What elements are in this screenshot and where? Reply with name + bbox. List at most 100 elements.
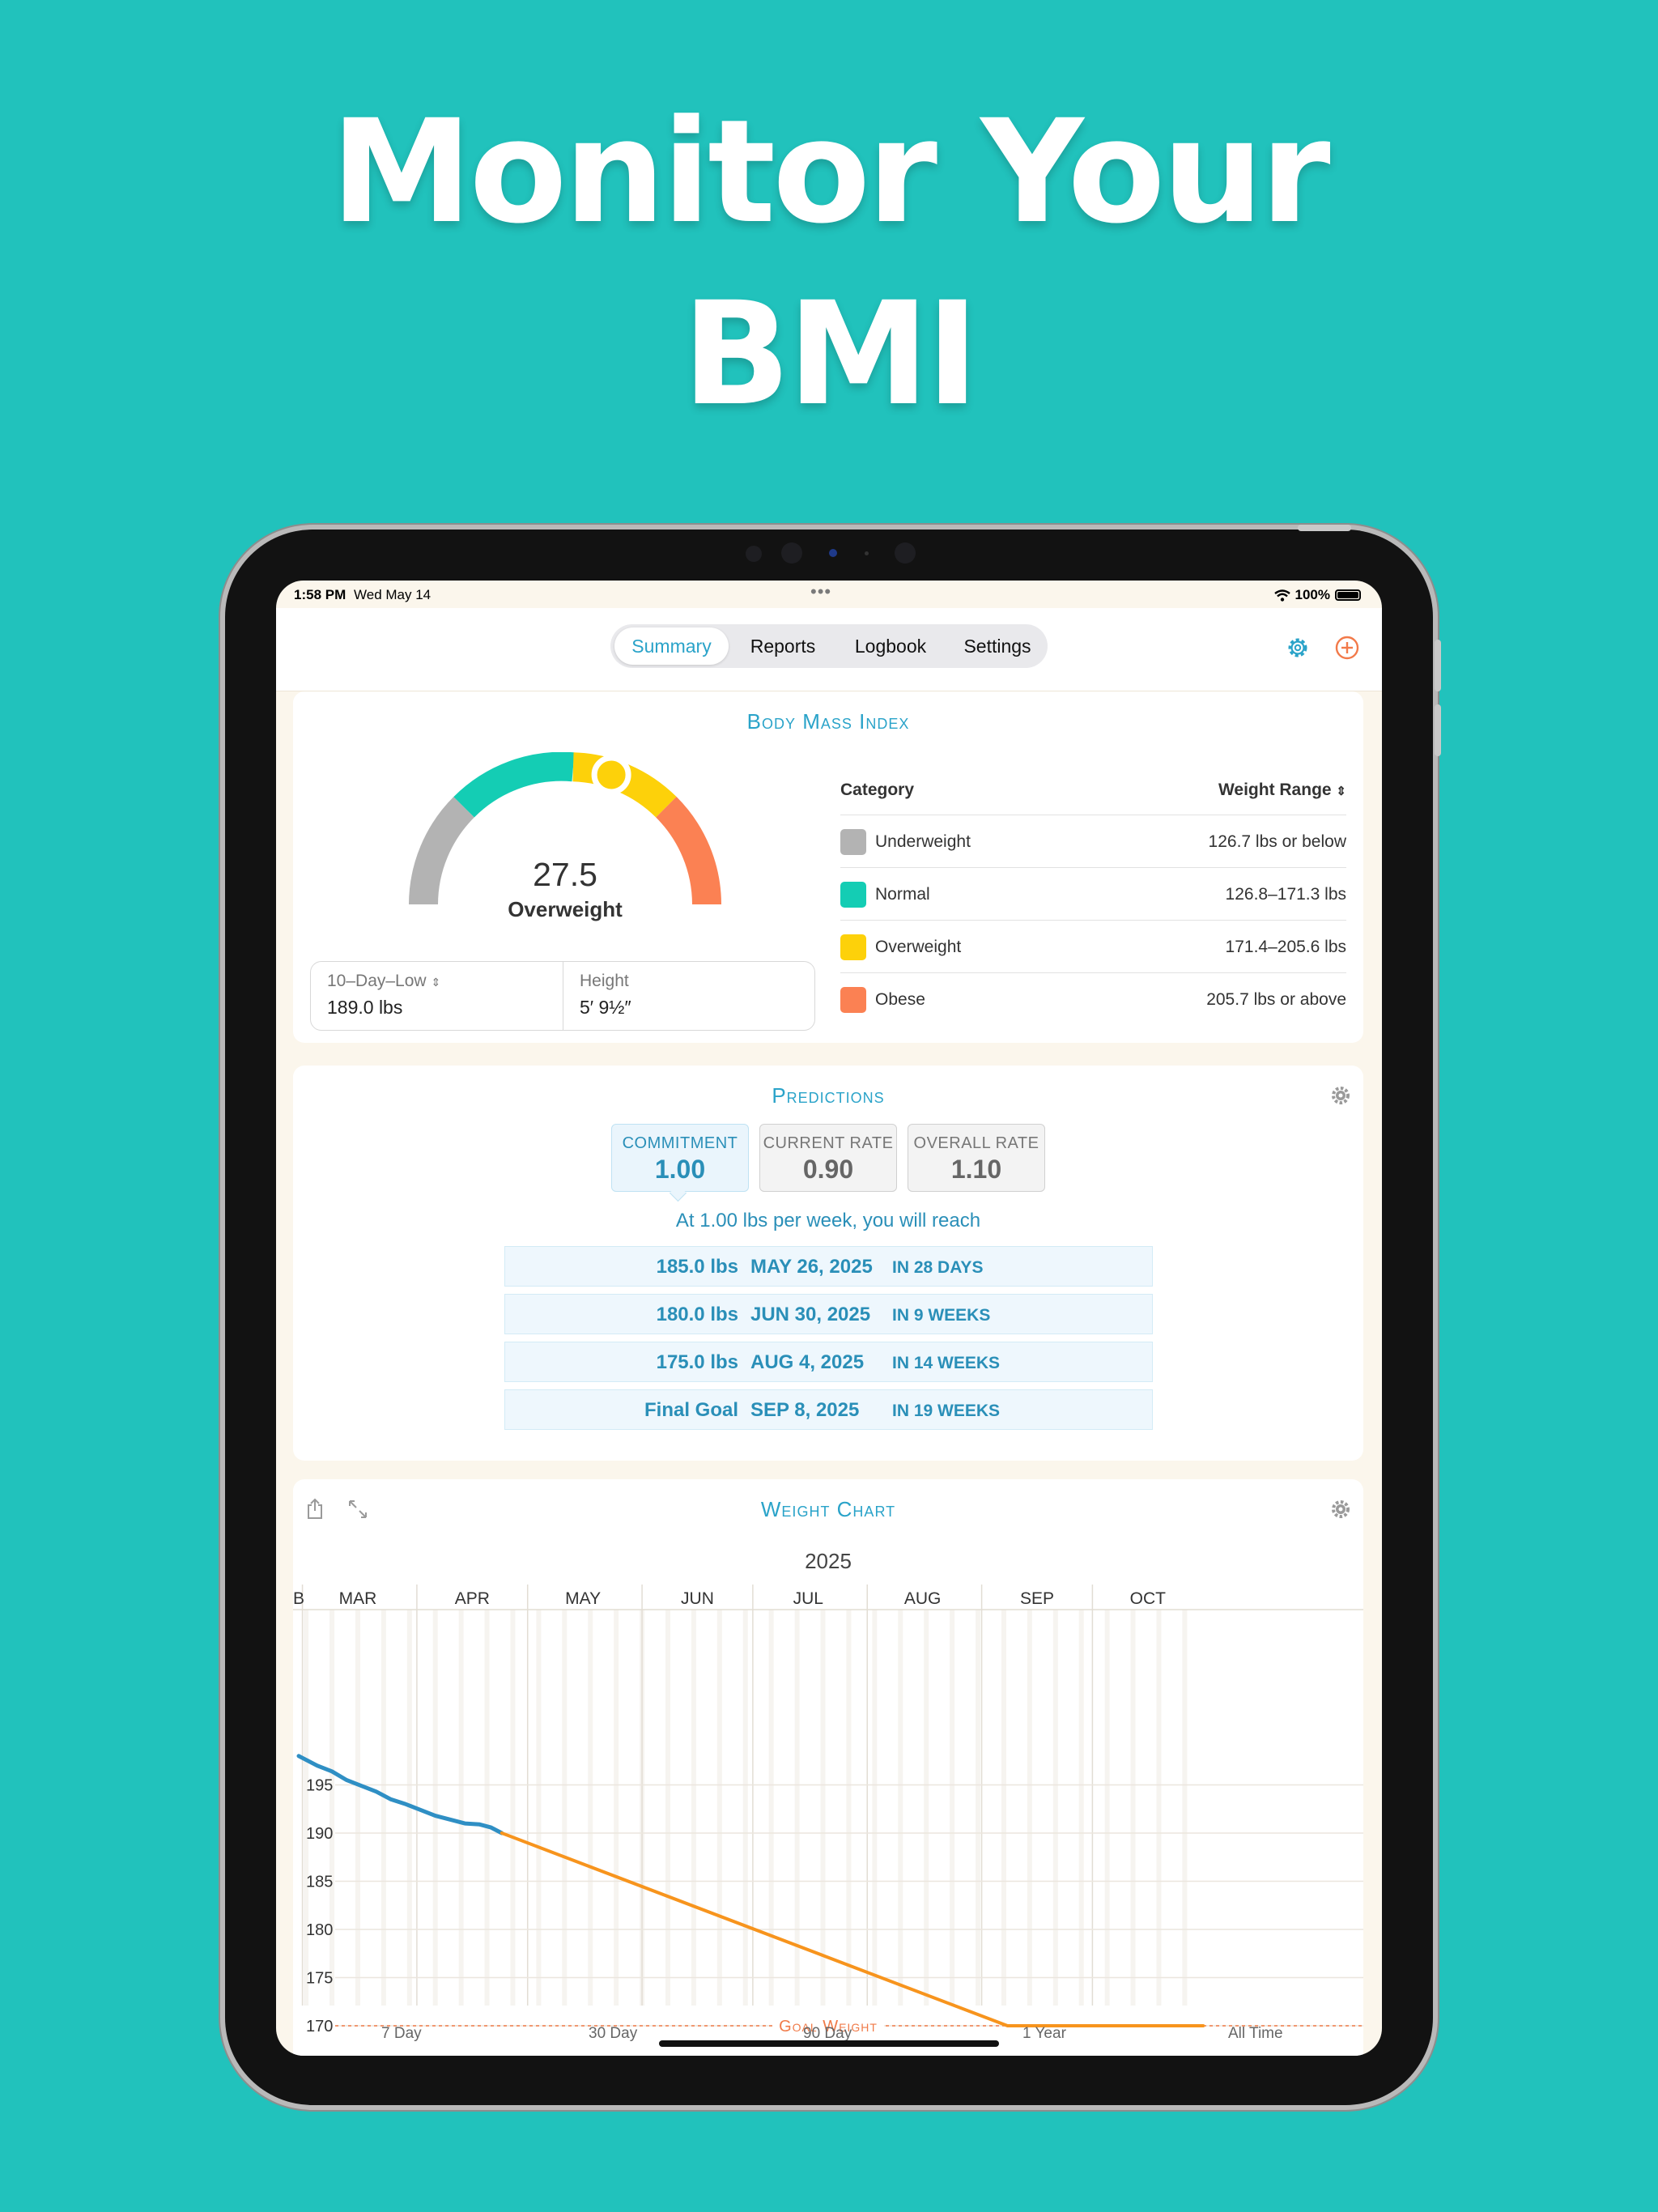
overweight-swatch: [840, 934, 866, 960]
prediction-row: Final Goal SEP 8, 2025 IN 19 WEEKS: [504, 1389, 1153, 1430]
range-tab-90-day[interactable]: 90 Day: [803, 2025, 852, 2042]
chart-gear-icon[interactable]: [1330, 1499, 1351, 1520]
tab-summary[interactable]: Summary: [614, 627, 729, 665]
gauge-normal-arc: [453, 752, 575, 818]
prediction-eta: IN 19 WEEKS: [892, 1402, 1001, 1420]
month-tick-label: JUL: [793, 1589, 823, 1608]
range-tab-30-day[interactable]: 30 Day: [589, 2025, 638, 2042]
prediction-date: MAY 26, 2025: [750, 1256, 873, 1278]
status-date: Wed May 14: [354, 587, 432, 602]
bmi-card-title: Body Mass Index: [746, 709, 910, 734]
gauge-underweight-arc: [409, 797, 475, 905]
y-tick-label: 195: [306, 1777, 333, 1795]
chart-year: 2025: [805, 1549, 852, 1573]
bmi-value: 27.5: [533, 856, 597, 893]
height-cell[interactable]: Height 5′ 9½″: [563, 962, 814, 1030]
rate-value: 1.10: [950, 1155, 1002, 1184]
prediction-date: JUN 30, 2025: [750, 1304, 871, 1325]
goal-label-bg: [772, 2015, 884, 2036]
weight-chart-card: Weight Chart 2025 B MAR APR MAY JUN JUL AUG SEP…: [293, 1479, 1363, 2056]
predictions-title: Predictions: [772, 1083, 885, 1108]
home-indicator: [659, 2040, 999, 2047]
share-icon[interactable]: [304, 1497, 325, 1520]
volume-up-button: [1435, 640, 1441, 691]
nav-bar: Summary Reports Logbook Settings: [276, 608, 1382, 691]
category-range: 126.7 lbs or below: [1208, 832, 1346, 851]
table-row: Overweight 171.4–205.6 lbs: [840, 921, 1346, 973]
prediction-row: 185.0 lbs MAY 26, 2025 IN 28 DAYS: [504, 1246, 1153, 1287]
weight-range-header[interactable]: Weight Range ⇕: [1218, 781, 1346, 800]
category-name: Obese: [875, 990, 925, 1009]
month-tick-label: AUG: [904, 1589, 942, 1608]
expand-icon[interactable]: [347, 1499, 368, 1520]
month-tick-label: APR: [455, 1589, 490, 1608]
range-tab-1-year[interactable]: 1 Year: [1022, 2025, 1066, 2042]
category-header: Category: [840, 781, 915, 799]
weight-chart: B MAR APR MAY JUN JUL AUG SEP OCT 195 190 185 180 175…: [293, 1585, 1363, 2036]
month-tick-label: MAY: [565, 1589, 601, 1608]
sensor-2: [829, 549, 837, 557]
normal-swatch: [840, 882, 866, 908]
table-header: Category Weight Range ⇕: [840, 763, 1346, 815]
projected-weight-line: [500, 1831, 1205, 2027]
status-right: 100%: [1273, 587, 1361, 603]
range-tabs: 7 Day 30 Day 90 Day 1 Year All Time: [276, 2025, 1382, 2056]
prediction-weight: Final Goal: [644, 1399, 738, 1421]
tab-settings[interactable]: Settings: [963, 636, 1031, 657]
front-camera: [781, 542, 802, 564]
current-rate-button[interactable]: CURRENT RATE 0.90: [759, 1124, 897, 1192]
bmi-stats-box: 10–Day–Low ⇕ 189.0 lbs Height 5′ 9½″: [310, 961, 815, 1031]
height-label: Height: [580, 972, 629, 990]
weight-range-header-label: Weight Range: [1218, 781, 1332, 799]
overall-rate-button[interactable]: OVERALL RATE 1.10: [908, 1124, 1045, 1192]
obese-swatch: [840, 987, 866, 1013]
commitment-rate-button[interactable]: COMMITMENT 1.00: [611, 1124, 749, 1192]
multitasking-dots-icon[interactable]: •••: [810, 581, 832, 602]
prediction-eta: IN 9 WEEKS: [892, 1306, 991, 1325]
add-circle-icon[interactable]: [1333, 634, 1361, 661]
y-tick-label: 170: [306, 2018, 333, 2035]
rate-label: CURRENT RATE: [763, 1134, 894, 1152]
y-tick-label: 190: [306, 1825, 333, 1843]
bmi-card: Body Mass Index 27.5 Overweight 10–Day–L…: [293, 691, 1363, 1043]
range-tab-7-day[interactable]: 7 Day: [381, 2025, 422, 2042]
rate-value: 1.00: [654, 1155, 706, 1184]
volume-down-button: [1435, 704, 1441, 756]
month-tick-label: OCT: [1130, 1589, 1167, 1608]
month-tick-label: MAR: [339, 1589, 377, 1608]
prediction-date: SEP 8, 2025: [750, 1399, 860, 1421]
ten-day-low-value: 189.0 lbs: [327, 997, 403, 1018]
category-name: Overweight: [875, 938, 962, 956]
range-tab-all-time[interactable]: All Time: [1228, 2025, 1283, 2042]
battery-percent: 100%: [1295, 587, 1330, 602]
sort-chevrons-icon: ⇕: [431, 976, 441, 989]
battery-icon: [1335, 589, 1361, 601]
tab-logbook[interactable]: Logbook: [854, 636, 927, 657]
prediction-date: AUG 4, 2025: [750, 1351, 865, 1373]
actual-weight-line: [296, 1754, 504, 1836]
rate-label: COMMITMENT: [622, 1134, 738, 1152]
rate-value: 0.90: [802, 1155, 854, 1184]
prediction-eta: IN 28 DAYS: [892, 1258, 984, 1277]
weight-chart-title: Weight Chart: [760, 1497, 896, 1521]
ten-day-low-cell[interactable]: 10–Day–Low ⇕ 189.0 lbs: [311, 962, 563, 1030]
goal-weight-label: Goal Weight: [779, 2018, 878, 2035]
category-name: Underweight: [875, 832, 971, 851]
sensor-4: [895, 542, 916, 564]
underweight-swatch: [840, 829, 866, 855]
prediction-weight: 180.0 lbs: [656, 1304, 738, 1325]
category-range: 171.4–205.6 lbs: [1225, 938, 1346, 956]
sort-chevrons-icon: ⇕: [1336, 785, 1346, 798]
month-tick-label: JUN: [681, 1589, 714, 1608]
tab-reports[interactable]: Reports: [750, 636, 816, 657]
category-range: 126.8–171.3 lbs: [1225, 885, 1346, 904]
predictions-gear-icon[interactable]: [1330, 1085, 1351, 1106]
height-value: 5′ 9½″: [580, 997, 631, 1018]
top-button: [1298, 525, 1351, 531]
status-time: 1:58 PM: [294, 587, 346, 602]
y-tick-label: 180: [306, 1921, 333, 1939]
gear-icon[interactable]: [1284, 634, 1312, 661]
sensor-3: [865, 551, 869, 555]
prediction-weight: 175.0 lbs: [656, 1351, 738, 1373]
gauge-obese-arc: [655, 797, 721, 905]
